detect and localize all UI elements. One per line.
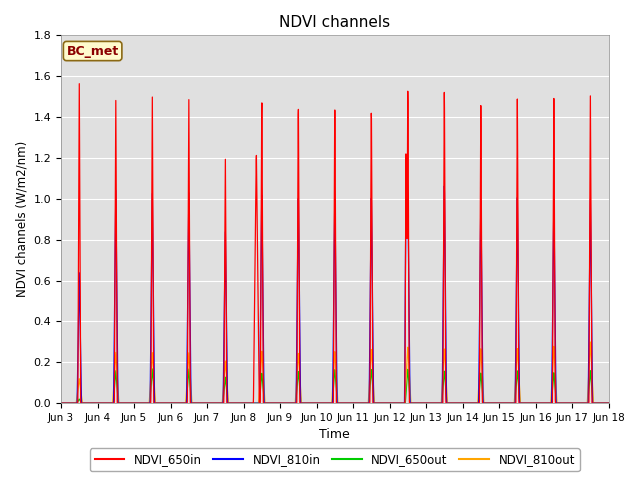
- NDVI_810in: [291, 400, 299, 406]
- NDVI_810out: [594, 400, 602, 406]
- NDVI_810out: [57, 400, 65, 406]
- Title: NDVI channels: NDVI channels: [279, 15, 390, 30]
- NDVI_810out: [535, 400, 543, 406]
- NDVI_810in: [594, 400, 602, 406]
- NDVI_810in: [605, 400, 612, 406]
- NDVI_650out: [148, 366, 156, 372]
- Y-axis label: NDVI channels (W/m2/nm): NDVI channels (W/m2/nm): [15, 141, 28, 298]
- NDVI_810in: [267, 400, 275, 406]
- NDVI_650in: [268, 400, 275, 406]
- NDVI_810out: [120, 400, 127, 406]
- NDVI_650out: [268, 400, 275, 406]
- Legend: NDVI_650in, NDVI_810in, NDVI_650out, NDVI_810out: NDVI_650in, NDVI_810in, NDVI_650out, NDV…: [90, 448, 580, 471]
- Text: BC_met: BC_met: [67, 45, 119, 58]
- NDVI_650out: [594, 400, 602, 406]
- NDVI_810in: [120, 400, 127, 406]
- NDVI_650out: [57, 400, 65, 406]
- NDVI_650out: [291, 400, 299, 406]
- NDVI_650in: [152, 400, 160, 406]
- NDVI_650out: [605, 400, 612, 406]
- Line: NDVI_810out: NDVI_810out: [61, 342, 609, 403]
- NDVI_810in: [57, 400, 65, 406]
- Line: NDVI_650out: NDVI_650out: [61, 369, 609, 403]
- NDVI_650in: [120, 400, 127, 406]
- NDVI_810out: [267, 400, 275, 406]
- X-axis label: Time: Time: [319, 429, 350, 442]
- Line: NDVI_650in: NDVI_650in: [61, 84, 609, 403]
- NDVI_810in: [403, 157, 410, 163]
- NDVI_810out: [586, 339, 594, 345]
- NDVI_650in: [594, 400, 602, 406]
- NDVI_650in: [57, 400, 65, 406]
- NDVI_650out: [120, 400, 127, 406]
- Line: NDVI_810in: NDVI_810in: [61, 160, 609, 403]
- NDVI_810out: [605, 400, 612, 406]
- NDVI_650in: [605, 400, 612, 406]
- NDVI_810out: [152, 400, 160, 406]
- NDVI_810in: [535, 400, 543, 406]
- NDVI_650in: [76, 81, 83, 86]
- NDVI_810out: [291, 400, 299, 406]
- NDVI_650in: [535, 400, 543, 406]
- NDVI_650out: [535, 400, 543, 406]
- NDVI_650in: [291, 400, 299, 406]
- NDVI_650out: [152, 400, 160, 406]
- NDVI_810in: [152, 400, 160, 406]
